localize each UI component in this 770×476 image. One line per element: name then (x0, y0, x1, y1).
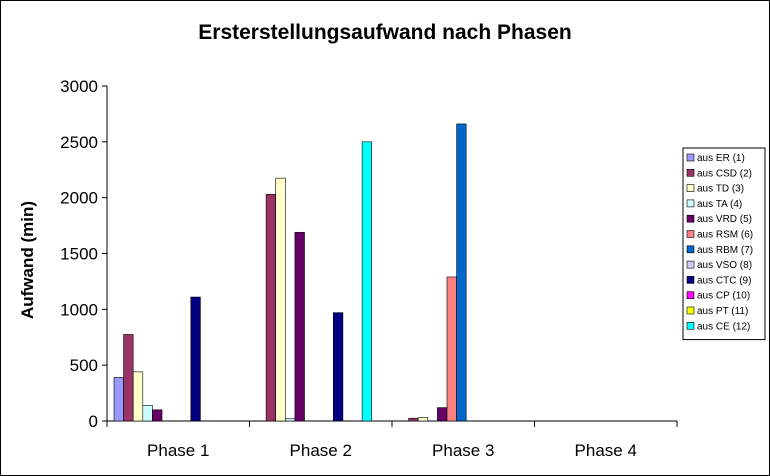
legend-swatch (686, 291, 695, 300)
bar-aus-rsm-6 (446, 276, 457, 422)
bar-aus-ta-4 (142, 405, 153, 422)
y-tick-label: 3000 (60, 77, 98, 96)
y-tick-label: 500 (70, 356, 98, 375)
chart-title: Ersterstellungsaufwand nach Phasen (198, 21, 571, 44)
legend-box (682, 147, 766, 341)
legend: aus ER (1) aus CSD (2) aus TD (3) aus TA (4… (682, 147, 766, 341)
legend-swatch (686, 245, 695, 254)
bar-aus-ctc-9 (332, 312, 344, 422)
bar-aus-er-1 (113, 377, 124, 422)
legend-swatch (686, 199, 695, 208)
legend-entry: aus RSM (6) (697, 230, 753, 241)
bar-aus-csd-2 (265, 194, 277, 422)
legend-entry: aus CE (12) (697, 321, 750, 332)
bar-aus-td-3 (417, 417, 429, 422)
legend-swatch (686, 321, 695, 330)
legend-entry: aus CP (10) (697, 291, 750, 302)
x-tick-label: Phase 2 (290, 441, 352, 460)
y-tick-label: 1500 (60, 245, 98, 264)
x-tick-label: Phase 4 (575, 441, 637, 460)
y-tick-label: 1000 (60, 300, 98, 319)
bar-aus-csd-2 (408, 417, 419, 422)
x-tick-label: Phase 3 (432, 441, 494, 460)
legend-swatch (686, 184, 695, 192)
legend-swatch (686, 260, 695, 269)
legend-swatch (686, 276, 695, 284)
bar-aus-td-3 (275, 177, 286, 422)
plot-area: 0 500 1000 1500 2000 2500 3000 Phase 1 Phase 2 Ph… (60, 77, 678, 460)
legend-swatch (686, 230, 695, 238)
legend-swatch (686, 169, 695, 177)
bar-aus-td-3 (132, 371, 144, 422)
bar-aus-ce-12 (361, 141, 373, 422)
bar-aus-csd-2 (123, 334, 134, 422)
bar-aus-vrd-5 (294, 231, 305, 422)
legend-entry: aus RBM (7) (697, 245, 753, 256)
bar-aus-rbm-7 (456, 123, 467, 422)
x-tick-label: Phase 1 (147, 441, 209, 460)
legend-entry: aus ER (1) (697, 153, 745, 164)
legend-entry: aus VSO (8) (697, 260, 752, 271)
legend-swatch (686, 214, 695, 223)
legend-entry: aus PT (11) (697, 306, 748, 317)
y-tick-label: 2000 (60, 189, 98, 208)
legend-swatch (686, 153, 695, 162)
legend-swatch (686, 306, 695, 315)
legend-entry: aus CTC (9) (697, 275, 751, 286)
legend-entry: aus TA (4) (697, 199, 742, 210)
y-axis-label: Aufwand (min) (18, 201, 37, 319)
bar-aus-ctc-9 (190, 296, 201, 422)
y-tick-label: 0 (89, 412, 98, 431)
legend-entry: aus CSD (2) (697, 168, 752, 179)
legend-entry: aus TD (3) (697, 184, 744, 195)
bar-aus-ta-4 (284, 418, 296, 422)
bar-aus-vrd-5 (437, 407, 448, 422)
y-tick-label: 2500 (60, 133, 98, 152)
bar-aus-vrd-5 (152, 409, 163, 422)
legend-entry: aus VRD (5) (697, 214, 752, 225)
